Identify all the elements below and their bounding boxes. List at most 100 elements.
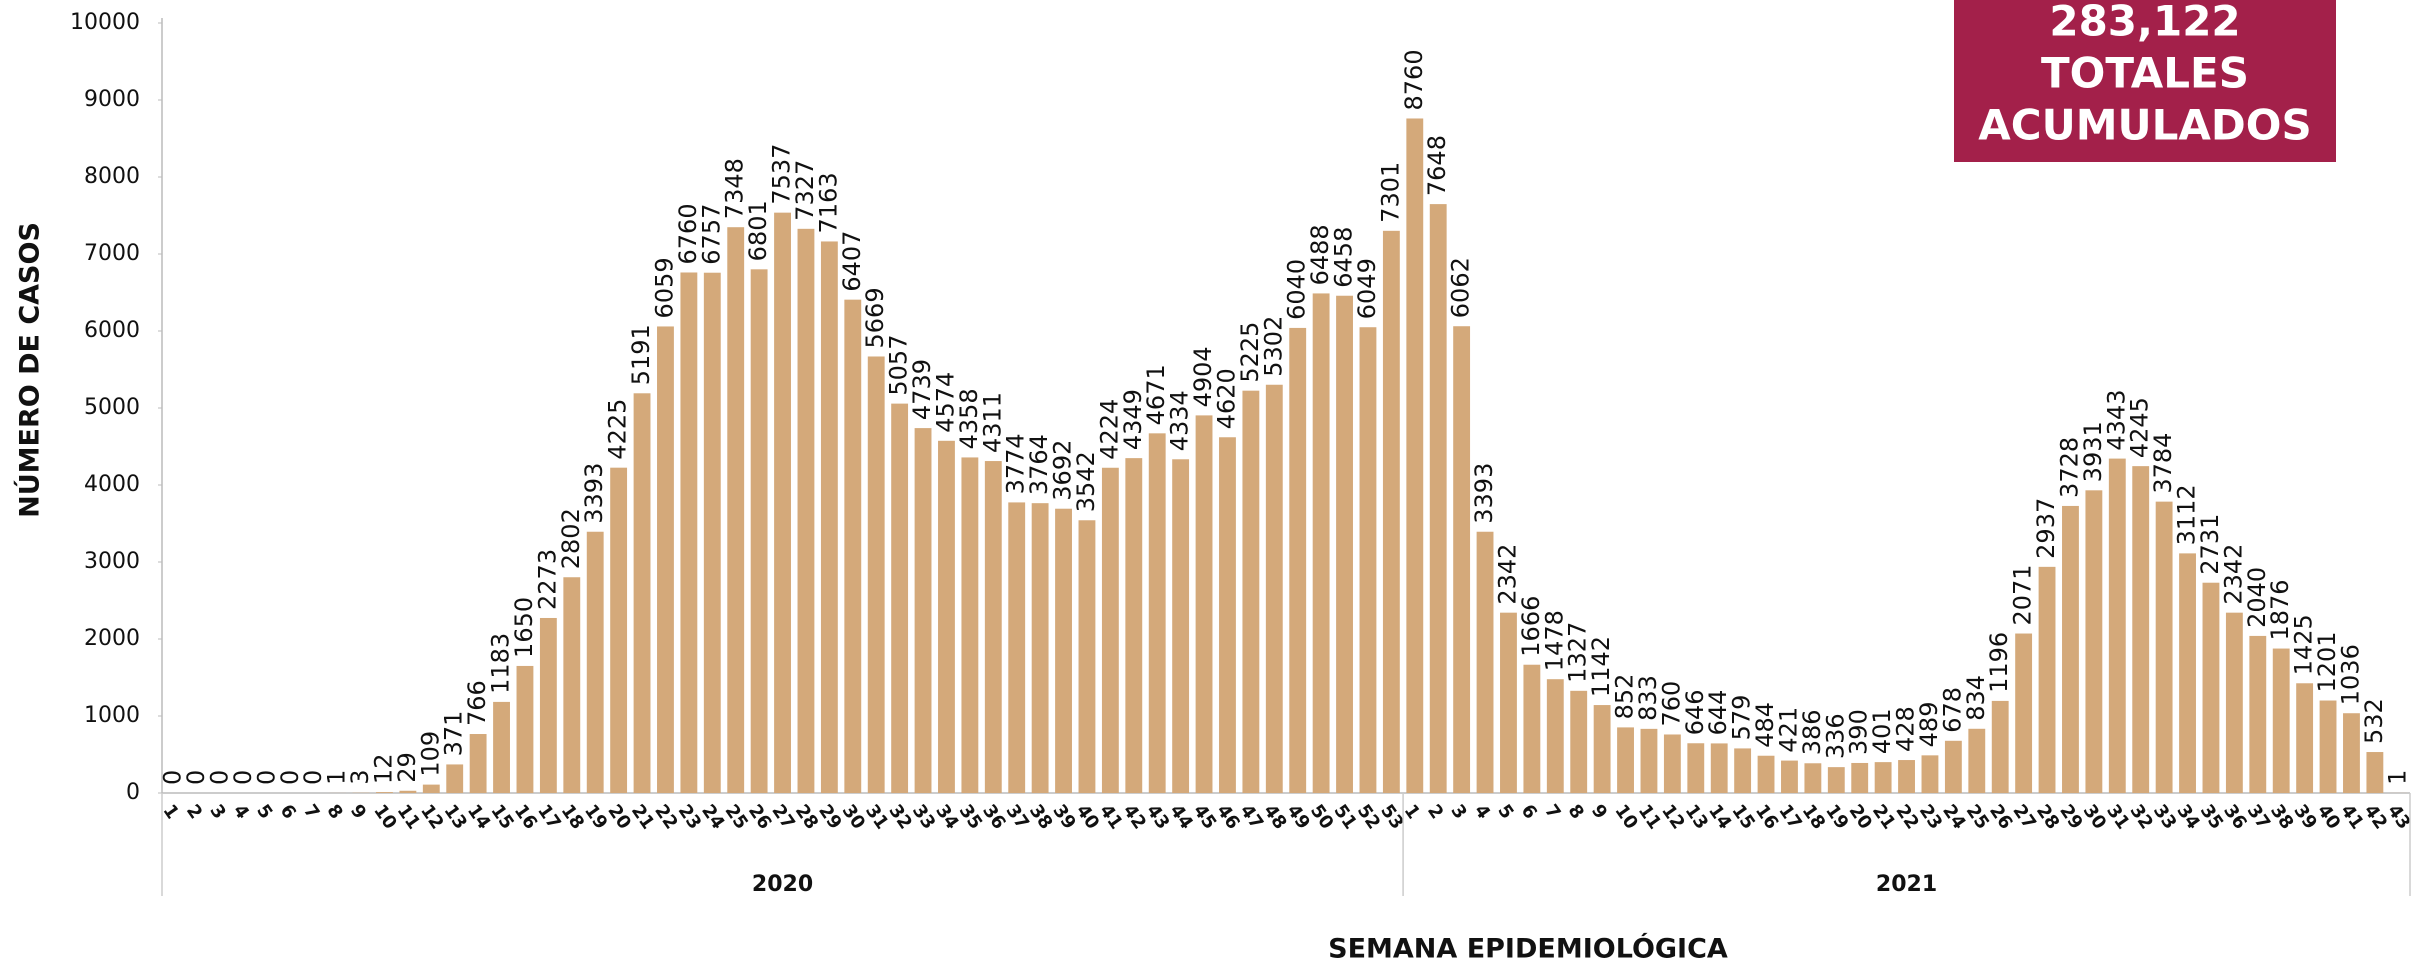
bar xyxy=(1710,743,1728,793)
bar xyxy=(2343,713,2360,793)
value-label: 2802 xyxy=(557,508,585,569)
bar xyxy=(2108,458,2126,793)
y-tick-label: 3000 xyxy=(84,549,140,574)
bar xyxy=(1827,767,1845,793)
value-label: 2937 xyxy=(2032,498,2060,559)
value-label: 3774 xyxy=(1002,433,1030,494)
bar xyxy=(1429,204,1447,793)
bar xyxy=(1055,508,1072,793)
value-label: 4311 xyxy=(978,392,1006,453)
bar xyxy=(961,457,979,793)
value-label: 3393 xyxy=(1470,463,1498,524)
bar xyxy=(1617,727,1634,793)
value-label: 7301 xyxy=(1376,162,1404,223)
value-label: 3728 xyxy=(2055,437,2083,498)
bar xyxy=(797,228,815,794)
bar xyxy=(2155,501,2173,793)
value-label: 1327 xyxy=(1564,622,1592,683)
value-label: 4574 xyxy=(931,372,959,433)
bar xyxy=(1781,760,1798,793)
bar xyxy=(2202,582,2220,793)
value-label: 4671 xyxy=(1142,364,1170,425)
bar xyxy=(914,428,932,793)
x-tick-label: 4 xyxy=(1470,801,1494,823)
value-label: 7348 xyxy=(721,158,749,219)
value-label: 6801 xyxy=(744,200,772,261)
bar xyxy=(1874,762,1892,793)
bar xyxy=(1406,118,1424,794)
bar xyxy=(1125,458,1143,793)
value-label: 421 xyxy=(1774,707,1802,753)
y-tick-label: 8000 xyxy=(84,164,140,189)
value-label: 678 xyxy=(1938,687,1966,733)
value-label: 390 xyxy=(1845,709,1873,755)
bar xyxy=(1570,690,1588,793)
bar xyxy=(610,467,628,793)
bar xyxy=(1453,326,1471,793)
value-label: 834 xyxy=(1962,675,1990,721)
value-label: 371 xyxy=(440,711,468,757)
value-label: 766 xyxy=(463,680,491,726)
bar xyxy=(938,440,955,793)
value-label: 0 xyxy=(299,770,327,785)
value-label: 4904 xyxy=(1189,346,1217,407)
value-label: 1666 xyxy=(1517,596,1545,657)
value-label: 1196 xyxy=(1985,632,2013,693)
value-label: 6049 xyxy=(1353,258,1381,319)
value-label: 12 xyxy=(369,754,397,785)
value-label: 6757 xyxy=(697,204,725,265)
total-text: 283,122 xyxy=(2049,0,2240,46)
value-label: 1876 xyxy=(2266,579,2294,640)
bar xyxy=(2319,700,2337,793)
bar xyxy=(657,326,674,793)
value-label: 6407 xyxy=(838,231,866,292)
x-tick-label: 7 xyxy=(299,801,323,823)
x-axis-title: SEMANA EPIDEMIOLÓGICA xyxy=(1328,933,1728,965)
value-label: 852 xyxy=(1611,674,1639,720)
bar xyxy=(2249,635,2267,793)
total-box xyxy=(1954,0,2336,162)
value-label: 3692 xyxy=(1049,440,1077,501)
bar xyxy=(680,272,698,794)
y-tick-label: 4000 xyxy=(84,472,140,497)
bar xyxy=(2062,505,2079,793)
value-label: 29 xyxy=(393,752,421,783)
x-tick-label: 3 xyxy=(205,801,229,823)
bar xyxy=(1663,734,1681,793)
bar xyxy=(446,764,464,793)
total-text: ACUMULADOS xyxy=(1978,101,2311,150)
bar xyxy=(539,617,557,793)
value-label: 3112 xyxy=(2173,484,2201,545)
bar xyxy=(820,241,838,794)
bar xyxy=(891,403,909,793)
value-label: 646 xyxy=(1681,689,1709,735)
bar xyxy=(1336,295,1353,793)
x-tick-label: 5 xyxy=(1493,801,1517,823)
value-label: 1478 xyxy=(1540,610,1568,671)
value-label: 3784 xyxy=(2149,433,2177,494)
value-label: 760 xyxy=(1657,681,1685,727)
bar xyxy=(1500,612,1517,793)
value-label: 5191 xyxy=(627,324,655,385)
value-label: 4334 xyxy=(1166,390,1194,451)
x-tick-label: 3 xyxy=(1446,801,1470,823)
bar xyxy=(1078,520,1096,793)
bar xyxy=(633,393,651,793)
bar xyxy=(2366,752,2384,793)
value-label: 3764 xyxy=(1025,434,1053,495)
value-label: 4620 xyxy=(1212,368,1240,429)
total-text: TOTALES xyxy=(2041,49,2249,98)
value-label: 1201 xyxy=(2313,631,2341,692)
bar xyxy=(469,734,487,793)
value-label: 0 xyxy=(159,770,187,785)
value-label: 2040 xyxy=(2243,567,2271,628)
value-label: 1650 xyxy=(510,597,538,658)
y-tick-label: 0 xyxy=(126,780,140,805)
x-tick-label: 7 xyxy=(1540,801,1564,823)
value-label: 1425 xyxy=(2290,614,2318,675)
value-label: 4349 xyxy=(1119,389,1147,450)
bar xyxy=(563,577,581,793)
bar xyxy=(1476,531,1494,793)
bar xyxy=(1968,728,1986,793)
value-label: 2342 xyxy=(1493,544,1521,605)
